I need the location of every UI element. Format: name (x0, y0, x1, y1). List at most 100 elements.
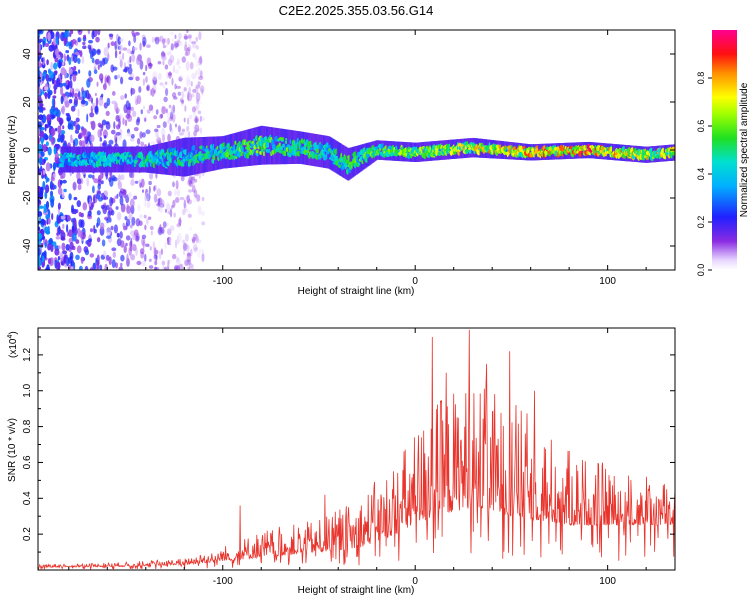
spectrogram-noise-blob (68, 229, 73, 238)
spectrogram-noise-blob (126, 48, 132, 54)
spectrogram-noise-blob (153, 185, 156, 192)
spectrogram-noise-blob (86, 177, 90, 187)
spectrogram-noise-blob (188, 34, 192, 39)
spectrogram-noise-blob (168, 238, 173, 245)
spectrogram-noise-blob (130, 106, 134, 112)
spectrogram-noise-blob (198, 83, 202, 92)
spectrogram-noise-blob (39, 156, 43, 166)
spectrogram-noise-blob (115, 131, 121, 136)
spectrogram-noise-blob (40, 242, 44, 248)
spectrogram-noise-blob (50, 30, 53, 35)
spectrogram-noise-blob (176, 85, 181, 89)
spectrogram-noise-blob (55, 261, 61, 270)
spectrogram-noise-blob (55, 236, 61, 240)
spectrogram-noise-blob (70, 105, 76, 112)
spectrogram-noise-blob (201, 88, 204, 96)
spectrogram-noise-blob (68, 120, 70, 130)
spectrogram-noise-blob (81, 55, 85, 65)
spectrogram-noise-blob (93, 262, 96, 270)
spectrogram-noise-blob (38, 131, 42, 137)
spectrogram-noise-blob (183, 33, 188, 41)
spectrogram-noise-blob (97, 122, 102, 128)
spectrogram-noise-blob (56, 77, 61, 88)
colorbar-label: Normalized spectral amplitude (739, 82, 750, 217)
spectrogram-noise-blob (190, 81, 193, 87)
spectrogram-noise-blob (45, 184, 50, 194)
spectrogram-noise-blob (154, 247, 157, 254)
spectrogram-noise-blob (187, 131, 191, 138)
spectrogram-noise-blob (53, 80, 57, 86)
spectrogram-noise-blob (175, 197, 180, 203)
spectrogram-x-tick-label: 0 (412, 276, 418, 287)
spectrogram-noise-blob (86, 78, 91, 88)
spectrogram-noise-blob (85, 136, 90, 142)
spectrogram-noise-blob (187, 46, 191, 52)
spectrogram-noise-blob (143, 214, 147, 219)
spectrogram-noise-blob (182, 242, 188, 251)
spectrogram-noise-blob (172, 104, 176, 114)
spectrogram-noise-blob (197, 239, 202, 244)
spectrogram-noise-blob (157, 72, 162, 81)
spectrogram-noise-blob (194, 118, 199, 124)
spectrogram-noise-blob (60, 134, 64, 144)
spectrogram-noise-blob (140, 141, 145, 147)
spectrogram-noise-blob (97, 183, 101, 190)
spectrogram-noise-blob (127, 192, 132, 199)
spectrogram-noise-blob (59, 117, 62, 127)
spectrogram-noise-blob (73, 92, 79, 98)
spectrogram-noise-blob (64, 100, 70, 108)
spectrogram-noise-blob (151, 87, 155, 97)
spectrogram-noise-blob (103, 47, 109, 57)
spectrogram-noise-blob (38, 86, 41, 95)
spectrogram-noise-blob (167, 119, 170, 124)
spectrogram-noise-blob (119, 58, 123, 68)
spectrogram-noise-blob (46, 114, 52, 122)
spectrogram-noise-blob (117, 36, 122, 45)
spectrogram-noise-blob (61, 106, 65, 115)
spectrogram-noise-blob (84, 136, 87, 140)
spectrogram-noise-blob (199, 115, 202, 123)
spectrogram-noise-blob (47, 218, 51, 225)
spectrogram-noise-blob (42, 180, 46, 191)
spectrogram-noise-blob (45, 162, 51, 172)
spectrogram-noise-blob (193, 130, 198, 137)
spectrogram-noise-blob (186, 30, 189, 34)
spectrogram-noise-blob (163, 96, 168, 103)
spectrogram-noise-blob (173, 41, 179, 49)
spectrogram-noise-blob (72, 139, 76, 149)
spectrogram-noise-blob (76, 171, 81, 181)
colorbar-gradient (712, 30, 737, 270)
spectrogram-noise-blob (160, 105, 165, 115)
spectrogram-noise-blob (164, 208, 168, 213)
spectrogram-noise-blob (43, 158, 46, 164)
spectrogram-noise-blob (120, 174, 125, 181)
spectrogram-band-blob (671, 151, 675, 156)
spectrogram-noise-blob (197, 81, 201, 86)
spectrogram-noise-blob (174, 69, 180, 75)
spectrogram-noise-blob (53, 37, 57, 46)
spectrogram-noise-blob (192, 243, 198, 253)
spectrogram-noise-blob (172, 113, 176, 123)
spectrogram-noise-blob (170, 127, 174, 134)
snr-y-multiplier-close: ) (8, 331, 19, 334)
spectrogram-noise-blob (198, 75, 204, 81)
spectrogram-noise-blob (117, 181, 122, 190)
spectrogram-noise-blob (89, 51, 93, 59)
spectrogram-noise-blob (107, 210, 111, 219)
spectrogram-noise-blob (177, 91, 182, 96)
spectrogram-noise-blob (174, 83, 177, 90)
spectrogram-noise-blob (39, 215, 42, 225)
spectrogram-noise-blob (193, 237, 199, 242)
spectrogram-noise-blob (190, 248, 193, 257)
snr-y-tick-label: 0.4 (22, 491, 33, 505)
spectrogram-noise-blob (146, 109, 151, 114)
spectrogram-noise-blob (138, 179, 142, 184)
spectrogram-noise-blob (48, 89, 53, 96)
spectrogram-noise-blob (51, 78, 55, 85)
spectrogram-noise-blob (112, 66, 118, 71)
spectrogram-noise-blob (167, 230, 172, 236)
spectrogram-noise-blob (108, 217, 112, 223)
spectrogram-noise-blob (168, 72, 172, 76)
spectrogram-noise-blob (131, 216, 136, 226)
spectrogram-noise-blob (179, 132, 184, 136)
